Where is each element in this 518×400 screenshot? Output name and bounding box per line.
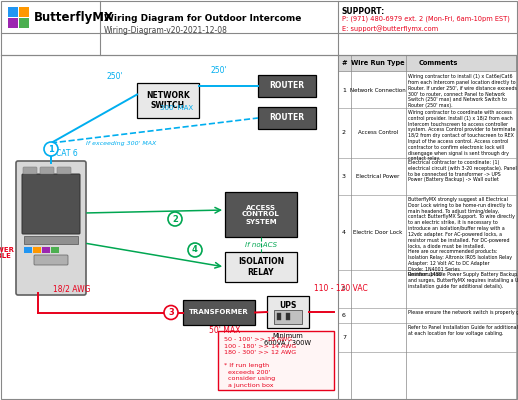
Text: Wiring-Diagram-v20-2021-12-08: Wiring-Diagram-v20-2021-12-08 bbox=[104, 26, 228, 35]
Text: Electrical contractor to coordinate: (1)
electrical circuit (with 3-20 receptacl: Electrical contractor to coordinate: (1)… bbox=[408, 160, 517, 182]
Text: E: support@butterflymx.com: E: support@butterflymx.com bbox=[342, 25, 438, 32]
Text: 250': 250' bbox=[211, 66, 227, 75]
FancyBboxPatch shape bbox=[42, 247, 50, 253]
Text: 180 - 300' >> 12 AWG: 180 - 300' >> 12 AWG bbox=[224, 350, 296, 355]
Text: 5: 5 bbox=[342, 286, 346, 292]
FancyBboxPatch shape bbox=[8, 18, 18, 28]
FancyBboxPatch shape bbox=[338, 55, 516, 71]
Text: Electric Door Lock: Electric Door Lock bbox=[353, 230, 402, 235]
Text: 4: 4 bbox=[192, 246, 198, 254]
Text: #: # bbox=[341, 60, 347, 66]
FancyBboxPatch shape bbox=[23, 167, 37, 174]
Text: Uninterruptable Power Supply Battery Backup. To prevent voltage drops
and surges: Uninterruptable Power Supply Battery Bac… bbox=[408, 272, 518, 289]
FancyBboxPatch shape bbox=[225, 252, 297, 282]
Text: 4: 4 bbox=[342, 230, 346, 235]
Text: TRANSFORMER: TRANSFORMER bbox=[189, 310, 249, 316]
FancyBboxPatch shape bbox=[258, 107, 316, 129]
Circle shape bbox=[44, 142, 58, 156]
Text: exceeds 200': exceeds 200' bbox=[224, 370, 270, 374]
Text: * If run length: * If run length bbox=[224, 363, 269, 368]
Text: 6: 6 bbox=[342, 313, 346, 318]
FancyBboxPatch shape bbox=[33, 247, 41, 253]
Text: 18/2 AWG: 18/2 AWG bbox=[53, 285, 91, 294]
FancyBboxPatch shape bbox=[8, 7, 18, 17]
Text: 3: 3 bbox=[168, 308, 174, 317]
Text: consider using: consider using bbox=[224, 376, 275, 381]
Text: 7: 7 bbox=[342, 335, 346, 340]
Text: Minimum
600VA / 300W: Minimum 600VA / 300W bbox=[265, 333, 311, 346]
Text: CAT 6: CAT 6 bbox=[56, 149, 78, 158]
Circle shape bbox=[188, 243, 202, 257]
Text: Wiring contractor to install (1) x Cat6e/Cat6
from each Intercom panel location : Wiring contractor to install (1) x Cat6e… bbox=[408, 74, 517, 108]
Text: 250': 250' bbox=[107, 72, 123, 81]
FancyBboxPatch shape bbox=[286, 313, 290, 320]
Text: NETWORK
SWITCH: NETWORK SWITCH bbox=[146, 91, 190, 110]
Circle shape bbox=[168, 212, 182, 226]
Text: 2: 2 bbox=[342, 130, 346, 136]
FancyBboxPatch shape bbox=[24, 247, 32, 253]
Text: Electrical Power: Electrical Power bbox=[356, 174, 400, 179]
Text: 3: 3 bbox=[342, 174, 346, 179]
Text: UPS: UPS bbox=[279, 300, 297, 310]
Text: 50 - 100' >> 18 AWG: 50 - 100' >> 18 AWG bbox=[224, 337, 292, 342]
Text: ACCESS
CONTROL
SYSTEM: ACCESS CONTROL SYSTEM bbox=[242, 204, 280, 224]
FancyBboxPatch shape bbox=[24, 236, 78, 244]
Circle shape bbox=[164, 306, 178, 320]
Text: Wiring Diagram for Outdoor Intercome: Wiring Diagram for Outdoor Intercome bbox=[104, 14, 301, 23]
Text: Comments: Comments bbox=[419, 60, 458, 66]
Text: 2: 2 bbox=[172, 214, 178, 224]
FancyBboxPatch shape bbox=[16, 161, 86, 295]
Text: Refer to Panel Installation Guide for additional details. Leave 6' service loop
: Refer to Panel Installation Guide for ad… bbox=[408, 325, 518, 336]
Text: POWER
CABLE: POWER CABLE bbox=[0, 246, 14, 260]
FancyBboxPatch shape bbox=[258, 75, 316, 97]
FancyBboxPatch shape bbox=[218, 331, 334, 390]
Text: 100 - 180' >> 14 AWG: 100 - 180' >> 14 AWG bbox=[224, 344, 296, 348]
FancyBboxPatch shape bbox=[34, 255, 68, 265]
Text: 50' MAX: 50' MAX bbox=[209, 326, 240, 335]
Text: P: (971) 480-6979 ext. 2 (Mon-Fri, 6am-10pm EST): P: (971) 480-6979 ext. 2 (Mon-Fri, 6am-1… bbox=[342, 16, 510, 22]
Text: Access Control: Access Control bbox=[358, 130, 398, 136]
FancyBboxPatch shape bbox=[277, 313, 281, 320]
Text: 300' MAX: 300' MAX bbox=[160, 105, 193, 111]
FancyBboxPatch shape bbox=[267, 296, 309, 328]
Text: 1: 1 bbox=[48, 144, 54, 154]
FancyBboxPatch shape bbox=[183, 300, 255, 325]
FancyBboxPatch shape bbox=[51, 247, 59, 253]
Text: 1: 1 bbox=[342, 88, 346, 92]
Text: ButterflyMX: ButterflyMX bbox=[34, 10, 114, 24]
Text: Please ensure the network switch is properly grounded.: Please ensure the network switch is prop… bbox=[408, 310, 518, 315]
Text: ButterflyMX strongly suggest all Electrical
Door Lock wiring to be home-run dire: ButterflyMX strongly suggest all Electri… bbox=[408, 197, 515, 278]
Text: ISOLATION
RELAY: ISOLATION RELAY bbox=[238, 257, 284, 277]
FancyBboxPatch shape bbox=[19, 7, 29, 17]
Text: a junction box: a junction box bbox=[224, 382, 274, 388]
Text: SUPPORT:: SUPPORT: bbox=[342, 7, 385, 16]
FancyBboxPatch shape bbox=[225, 192, 297, 237]
Text: Wiring contractor to coordinate with access
control provider. Install (1) x 18/2: Wiring contractor to coordinate with acc… bbox=[408, 110, 515, 161]
FancyBboxPatch shape bbox=[22, 174, 80, 234]
Text: If no ACS: If no ACS bbox=[245, 242, 277, 248]
FancyBboxPatch shape bbox=[137, 83, 199, 118]
FancyBboxPatch shape bbox=[19, 18, 29, 28]
Text: Wire Run Type: Wire Run Type bbox=[351, 60, 405, 66]
Text: 110 - 120 VAC: 110 - 120 VAC bbox=[314, 284, 368, 293]
FancyBboxPatch shape bbox=[274, 310, 302, 324]
Text: Network Connection: Network Connection bbox=[350, 88, 406, 92]
Text: If exceeding 300' MAX: If exceeding 300' MAX bbox=[86, 140, 156, 146]
FancyBboxPatch shape bbox=[57, 167, 71, 174]
Text: ROUTER: ROUTER bbox=[269, 82, 305, 90]
FancyBboxPatch shape bbox=[40, 167, 54, 174]
Text: ROUTER: ROUTER bbox=[269, 114, 305, 122]
